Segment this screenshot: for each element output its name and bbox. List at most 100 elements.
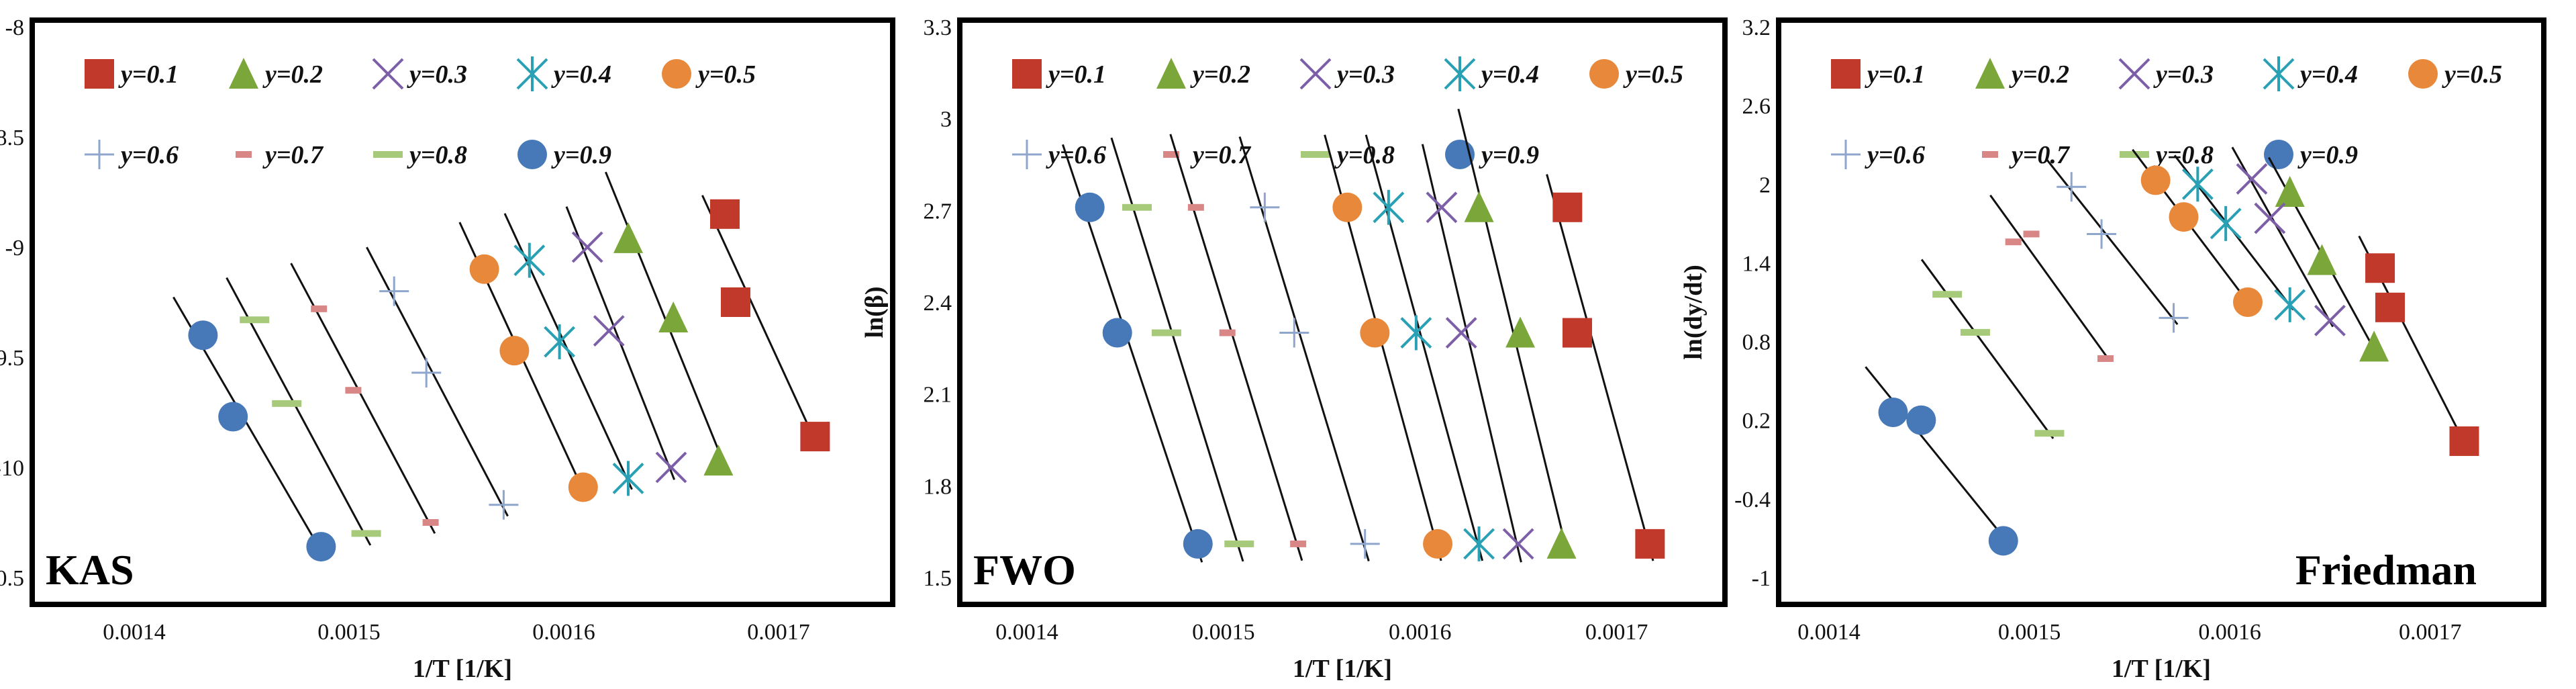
legend-label: y=0.1 xyxy=(1865,60,1925,89)
legend-label: y=0.7 xyxy=(262,141,324,169)
chart-panel-2: 3.3 3 2.7 2.4 2.1 1.8 1.5 0.0014 0.0015 0.0016 0.0… xyxy=(860,15,1728,683)
data-point xyxy=(1360,318,1390,348)
data-point xyxy=(1546,527,1577,559)
legend-marker xyxy=(1012,140,1042,169)
data-point xyxy=(2023,230,2040,238)
legend-marker xyxy=(85,140,114,169)
data-point xyxy=(240,316,270,324)
legend-label: y=0.3 xyxy=(407,60,467,89)
legend-marker xyxy=(1831,140,1861,169)
data-point xyxy=(411,357,442,387)
data-point xyxy=(2449,426,2479,456)
data-point xyxy=(1151,329,1181,336)
data-point xyxy=(1400,315,1432,351)
data-point xyxy=(218,402,248,432)
legend-label: y=0.5 xyxy=(2442,60,2502,89)
data-point xyxy=(2254,202,2286,234)
method-label: KAS xyxy=(46,546,134,594)
legend-marker xyxy=(517,140,547,169)
legend-label: y=0.8 xyxy=(2153,141,2214,169)
x-tick-label: 0.0016 xyxy=(1389,620,1452,645)
data-point xyxy=(1552,192,1583,222)
data-point xyxy=(2236,163,2268,195)
data-point xyxy=(703,445,734,476)
y-tick-label: -0.4 xyxy=(1734,488,1771,512)
x-tick-label: 0.0016 xyxy=(2198,620,2261,645)
legend-label: y=0.2 xyxy=(2009,60,2069,89)
plot-frame xyxy=(1776,17,2546,607)
x-tick-label: 0.0017 xyxy=(2399,620,2462,645)
regression-line xyxy=(1920,259,2054,439)
data-point xyxy=(2005,238,2022,246)
y-axis-label: ln(β) xyxy=(860,286,889,338)
legend-label: y=0.7 xyxy=(2009,141,2071,169)
y-tick-label: 2.4 xyxy=(924,291,952,316)
data-point xyxy=(2307,244,2337,275)
data-point xyxy=(1563,318,1592,348)
legend-marker xyxy=(1156,58,1186,89)
data-point xyxy=(1505,316,1536,348)
data-point xyxy=(345,387,362,394)
data-point xyxy=(1463,526,1495,561)
data-point xyxy=(1224,540,1254,547)
y-tick-label: -8 xyxy=(5,15,24,40)
legend-label: y=0.1 xyxy=(118,60,179,89)
x-tick-label: 0.0016 xyxy=(532,620,595,645)
x-tick-label: 0.0014 xyxy=(103,620,166,645)
data-point xyxy=(2034,430,2065,437)
legend-label: y=0.1 xyxy=(1046,60,1106,89)
data-point xyxy=(613,222,643,253)
regression-line xyxy=(1457,108,1566,543)
x-tick-label: 0.0015 xyxy=(1192,620,1255,645)
x-tick-label: 0.0015 xyxy=(1998,620,2061,645)
data-point xyxy=(710,199,740,229)
x-axis-label: 1/T [1/K] xyxy=(413,655,512,683)
data-point xyxy=(2314,304,2346,336)
data-point xyxy=(2087,219,2117,249)
x-tick-label: 0.0014 xyxy=(995,620,1058,645)
legend-marker xyxy=(1589,59,1619,89)
y-tick-label: 3.3 xyxy=(924,15,952,40)
data-point xyxy=(1960,328,1990,336)
x-tick-label: 0.0017 xyxy=(1585,620,1648,645)
data-point xyxy=(272,400,302,407)
legend-marker xyxy=(1012,59,1042,89)
data-point xyxy=(612,461,644,496)
legend-marker xyxy=(2263,56,2295,91)
data-point xyxy=(1075,192,1105,222)
y-tick-label: 2 xyxy=(1759,173,1771,197)
data-point xyxy=(571,231,603,263)
data-point xyxy=(422,519,439,526)
legend-marker xyxy=(662,59,691,89)
data-point xyxy=(2097,355,2114,362)
data-point xyxy=(1635,529,1665,559)
x-tick-label: 0.0017 xyxy=(747,620,810,645)
data-point xyxy=(2359,330,2389,362)
legend-marker xyxy=(2120,151,2149,158)
legend-label: y=0.3 xyxy=(1334,60,1395,89)
legend-marker xyxy=(2264,140,2293,169)
data-point xyxy=(658,301,689,332)
data-point xyxy=(568,472,598,502)
legend-marker xyxy=(85,59,114,89)
y-tick-label: 3 xyxy=(940,107,952,132)
legend-label: y=0.9 xyxy=(1479,141,1539,169)
legend-marker xyxy=(229,58,258,89)
y-tick-label: -8.5 xyxy=(0,126,24,150)
data-point xyxy=(2233,287,2263,317)
data-point xyxy=(499,336,530,366)
data-point xyxy=(2140,165,2171,195)
data-point xyxy=(1122,203,1152,211)
x-tick-label: 0.0015 xyxy=(317,620,381,645)
data-point xyxy=(593,315,625,347)
y-tick-label: 2.7 xyxy=(924,199,952,224)
legend-marker xyxy=(1299,58,1332,90)
legend-marker xyxy=(1301,151,1330,158)
data-point xyxy=(1426,191,1458,224)
y-tick-label: 3.2 xyxy=(1742,15,1771,40)
chart-panel-3: 3.2 2.6 2 1.4 0.8 0.2 -0.4 -1 0.0014 0.0015 0.0016… xyxy=(1679,15,2546,683)
data-point xyxy=(800,422,830,452)
legend-label: y=0.5 xyxy=(695,60,756,89)
regression-line xyxy=(701,195,820,449)
legend-label: y=0.6 xyxy=(118,141,179,169)
